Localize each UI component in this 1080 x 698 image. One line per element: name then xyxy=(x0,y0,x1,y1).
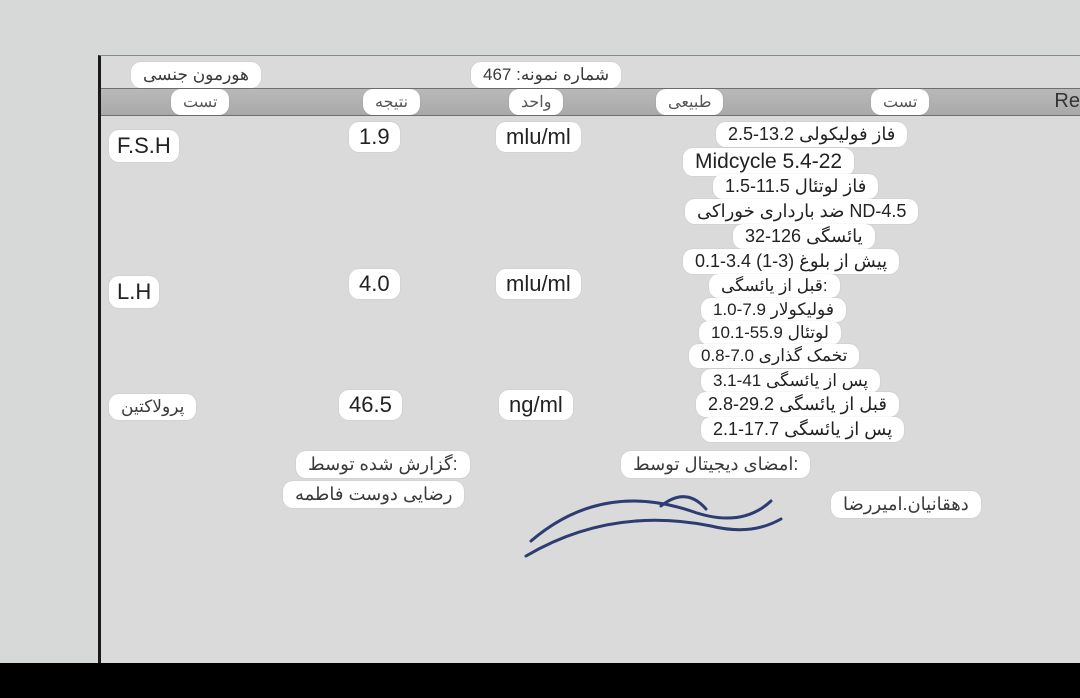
col-unit: واحد xyxy=(509,89,563,115)
edge-label: Re xyxy=(1044,88,1080,116)
lh-unit: mlu/ml xyxy=(496,269,581,299)
report-sheet: هورمون جنسی شماره نمونه: 467 تست نتیجه و… xyxy=(98,55,1080,663)
signed-by-name: دهقانیان.امیررضا xyxy=(831,491,981,518)
fsh-ref-2: فاز لوتئال 11.5-1.5 xyxy=(713,174,878,199)
col-result: نتیجه xyxy=(363,89,420,115)
fsh-test-name: F.S.H xyxy=(109,130,179,162)
prolactin-result: 46.5 xyxy=(339,390,402,420)
lh-result: 4.0 xyxy=(349,269,400,299)
prolactin-unit: ng/ml xyxy=(499,390,573,420)
fsh-ref-5: پیش از بلوغ (3-1) 3.4-0.1 xyxy=(683,249,899,274)
col-normal: طبیعی xyxy=(656,89,723,115)
fsh-unit: mlu/ml xyxy=(496,122,581,152)
lh-ref-1: فولیکولار 7.9-1.0 xyxy=(701,298,846,322)
col-test-left: تست xyxy=(871,89,929,115)
lh-test-name: L.H xyxy=(109,276,159,308)
bottom-black-bar xyxy=(0,663,1080,698)
sample-number-label: شماره نمونه: 467 xyxy=(471,62,621,88)
col-test-right: تست xyxy=(171,89,229,115)
fsh-result: 1.9 xyxy=(349,122,400,152)
fsh-ref-3: ضد بارداری خوراکی ND-4.5 xyxy=(685,199,918,224)
signature-icon xyxy=(511,471,801,581)
reported-by-label: گزارش شده توسط: xyxy=(296,451,470,478)
lh-ref-4: پس از یائسگی 41-3.1 xyxy=(701,369,880,393)
lh-ref-0: قبل از یائسگی: xyxy=(709,274,840,298)
fsh-ref-0: فاز فولیکولی 13.2-2.5 xyxy=(716,122,907,147)
fsh-ref-4: یائسگی 126-32 xyxy=(733,224,875,249)
prolactin-ref-1: پس از یائسگی 17.7-2.1 xyxy=(701,417,904,442)
column-header-band xyxy=(101,88,1080,116)
lh-ref-2: لوتئال 55.9-10.1 xyxy=(699,321,841,345)
prolactin-ref-0: قبل از یائسگی 29.2-2.8 xyxy=(696,392,899,417)
reported-by-name: رضایی دوست فاطمه xyxy=(283,481,464,508)
fsh-ref-1: Midcycle 5.4-22 xyxy=(683,148,854,176)
prolactin-test-name: پرولاکتین xyxy=(109,394,196,420)
lh-ref-3: تخمک گذاری 7.0-0.8 xyxy=(689,344,859,368)
category-label: هورمون جنسی xyxy=(131,62,261,88)
